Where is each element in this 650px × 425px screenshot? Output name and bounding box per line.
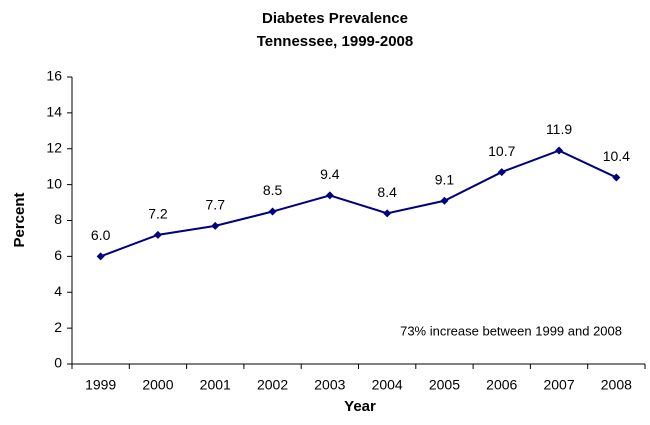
y-tick-label: 4 — [54, 283, 62, 299]
marker — [268, 207, 277, 216]
x-tick-label: 2002 — [257, 377, 288, 393]
marker — [383, 209, 392, 218]
y-tick-label: 0 — [54, 355, 62, 371]
data-label: 8.5 — [263, 182, 283, 198]
marker — [612, 173, 621, 182]
y-tick-label: 8 — [54, 211, 62, 227]
marker — [96, 252, 105, 261]
data-label: 9.1 — [435, 171, 455, 187]
x-tick-label: 2000 — [142, 377, 173, 393]
data-label: 10.7 — [488, 143, 515, 159]
y-tick-label: 14 — [46, 104, 62, 120]
y-axis-label: Percent — [11, 192, 28, 247]
x-tick-label: 2007 — [543, 377, 574, 393]
annotation: 73% increase between 1999 and 2008 — [400, 323, 622, 338]
marker — [555, 146, 564, 155]
marker — [153, 230, 162, 239]
chart-title: Diabetes Prevalence — [262, 10, 408, 27]
marker — [211, 221, 220, 230]
data-label: 10.4 — [603, 148, 630, 164]
y-tick-label: 12 — [46, 139, 62, 155]
data-label: 7.2 — [148, 206, 168, 222]
x-tick-label: 2006 — [486, 377, 517, 393]
x-tick-label: 2004 — [372, 377, 403, 393]
marker — [497, 168, 506, 177]
data-label: 7.7 — [206, 197, 226, 213]
marker — [440, 196, 449, 205]
y-tick-label: 2 — [54, 319, 62, 335]
series-line — [100, 149, 617, 258]
data-label: 11.9 — [546, 121, 572, 137]
x-axis-label: Year — [344, 398, 376, 415]
chart-subtitle: Tennessee, 1999-2008 — [257, 33, 414, 50]
y-tick-label: 6 — [54, 247, 62, 263]
data-label: 9.4 — [320, 166, 340, 182]
x-tick-label: 2003 — [314, 377, 345, 393]
x-tick-label: 2001 — [200, 377, 231, 393]
data-label: 8.4 — [377, 184, 397, 200]
x-tick-label: 2008 — [601, 377, 632, 393]
y-tick-label: 16 — [46, 68, 62, 84]
marker — [325, 191, 334, 200]
y-tick-label: 10 — [46, 175, 62, 191]
data-label: 6.0 — [91, 227, 111, 243]
x-tick-label: 1999 — [85, 377, 116, 393]
x-tick-label: 2005 — [429, 377, 460, 393]
